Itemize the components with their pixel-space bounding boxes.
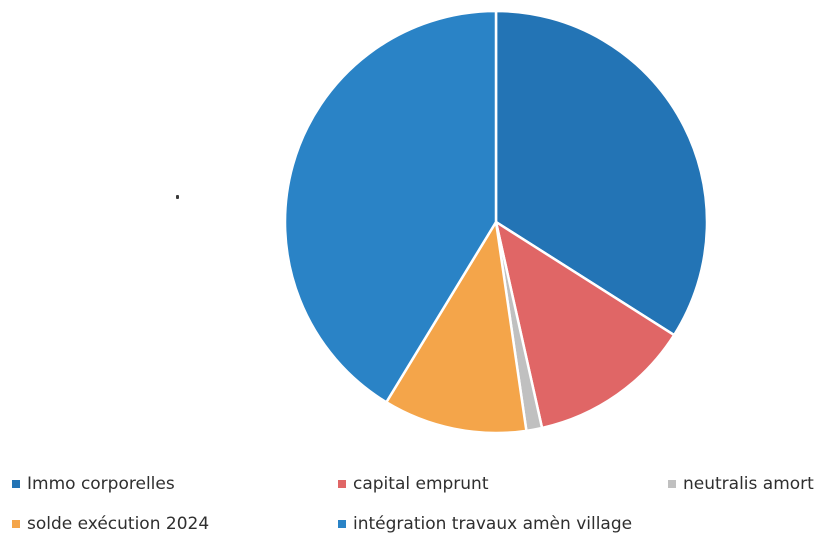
legend-swatch	[12, 480, 20, 488]
legend-item-integration-travaux: intégration travaux amèn village	[338, 514, 632, 534]
legend-label: Immo corporelles	[27, 474, 175, 494]
legend-swatch	[338, 480, 346, 488]
pie-slices	[283, 9, 709, 435]
legend-item-capital-emprunt: capital emprunt	[338, 474, 489, 494]
chart-legend: Immo corporelles capital emprunt neutral…	[0, 466, 831, 540]
pie-slice-int-gration-travaux-am-n-village	[283, 9, 498, 404]
legend-swatch	[338, 520, 346, 528]
legend-label: neutralis amort	[683, 474, 814, 494]
pie-slice-solde-ex-cution-2024	[385, 220, 528, 435]
pie-chart	[283, 9, 709, 435]
legend-label: capital emprunt	[353, 474, 489, 494]
legend-label: solde exécution 2024	[27, 514, 210, 534]
pie-slice-capital-emprunt	[494, 220, 676, 430]
legend-label: intégration travaux amèn village	[353, 514, 633, 534]
legend-swatch	[12, 520, 20, 528]
legend-swatch	[668, 480, 676, 488]
legend-item-neutralis-amort: neutralis amort	[668, 474, 814, 494]
legend-item-immo-corporelles: Immo corporelles	[12, 474, 175, 494]
legend-item-solde-execution-2024: solde exécution 2024	[12, 514, 209, 534]
stray-dot	[176, 195, 179, 199]
